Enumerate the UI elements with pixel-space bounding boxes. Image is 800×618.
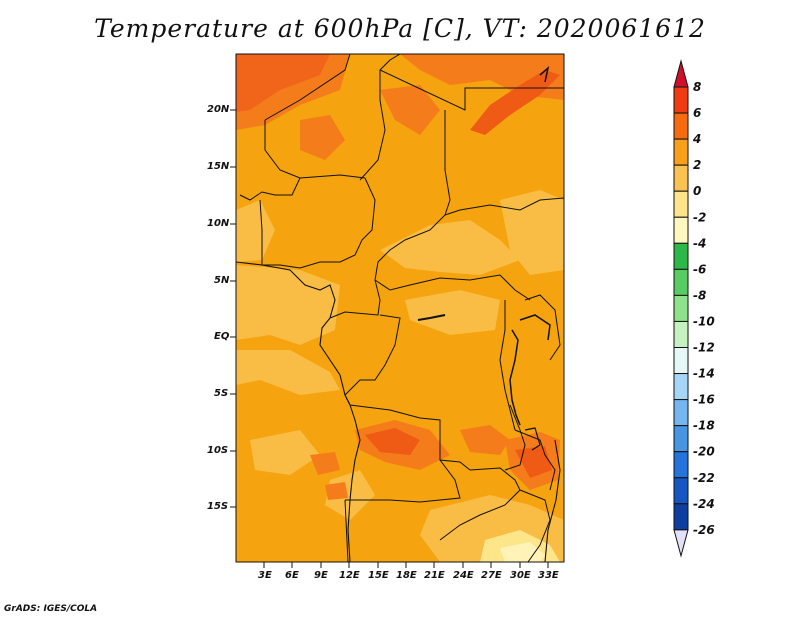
colorbar-swatch <box>673 477 689 505</box>
temperature-field <box>236 54 564 562</box>
colorbar-label: 6 <box>693 106 701 120</box>
field-sw-light <box>250 430 320 475</box>
colorbar-label: 4 <box>692 132 701 146</box>
colorbar-label: -16 <box>693 393 715 407</box>
lon-label: 30E <box>510 570 531 581</box>
colorbar-swatch <box>673 399 689 427</box>
field-gulf-light <box>236 265 340 345</box>
field-angola-hot <box>365 428 420 455</box>
colorbar-swatch <box>673 164 689 192</box>
lon-label: 27E <box>481 570 502 581</box>
lat-label: 5N <box>214 275 230 286</box>
field-zambia-warm <box>460 425 510 455</box>
field-ne-hot <box>470 70 560 135</box>
field-nw-hot <box>236 54 330 112</box>
colorbar-swatch <box>673 138 689 166</box>
colorbar-swatch <box>673 112 689 140</box>
field-north-patch-2 <box>300 115 345 160</box>
colorbar-label: -18 <box>693 419 715 433</box>
colorbar-label: -12 <box>693 341 715 355</box>
field-coast-light <box>236 350 340 395</box>
colorbar-label: 2 <box>693 158 701 172</box>
field-west-light <box>236 200 275 262</box>
colorbar-label: -6 <box>693 262 706 276</box>
lon-label: 15E <box>368 570 389 581</box>
colorbar-top-arrow <box>673 59 689 88</box>
colorbar-label: -20 <box>693 445 715 459</box>
colorbar-swatch <box>673 268 689 296</box>
field-central-light <box>380 220 520 275</box>
axis-ticks <box>230 109 549 568</box>
colorbar-label: -26 <box>693 523 715 537</box>
lat-label: 20N <box>207 104 230 115</box>
field-east-light <box>500 190 564 275</box>
lon-label: 9E <box>314 570 328 581</box>
lon-label: 24E <box>453 570 474 581</box>
lon-label: 18E <box>396 570 417 581</box>
colorbar-label: -22 <box>693 471 715 485</box>
lat-label: 15S <box>207 501 229 512</box>
colorbar-label: -4 <box>693 236 706 250</box>
lon-label: 12E <box>339 570 360 581</box>
colorbar-swatch <box>673 294 689 322</box>
colorbar-label: -10 <box>693 314 715 328</box>
colorbar-label: 0 <box>693 184 701 198</box>
colorbar-label: 8 <box>693 80 701 94</box>
colorbar-swatch <box>673 242 689 270</box>
colorbar-label: -24 <box>693 497 715 511</box>
colorbar-label: -8 <box>693 288 706 302</box>
colorbar-swatch <box>673 373 689 401</box>
colorbar-swatch <box>673 503 689 531</box>
lat-label: EQ <box>214 331 230 342</box>
lat-label: 10N <box>207 218 230 229</box>
colorbar-swatch <box>673 320 689 349</box>
colorbar-swatch <box>673 216 689 244</box>
lon-label: 33E <box>538 570 559 581</box>
lon-label: 3E <box>258 570 272 581</box>
field-basin-light <box>405 290 500 335</box>
colorbar-label: -2 <box>693 210 706 224</box>
colorbar-bottom-arrow <box>673 529 689 558</box>
lat-label: 10S <box>207 445 229 456</box>
map-title: Temperature at 600hPa [C], VT: 202006161… <box>94 14 706 43</box>
lat-label: 15N <box>207 161 230 172</box>
coastlines <box>236 65 561 562</box>
field-south-palest <box>500 542 545 562</box>
colorbar-swatch <box>673 86 689 114</box>
colorbar-swatch <box>673 190 689 218</box>
field-north-patch <box>380 85 440 135</box>
map-frame <box>235 53 565 563</box>
colorbar-swatch <box>673 451 689 479</box>
field-small-warm <box>310 452 340 475</box>
lon-label: 6E <box>285 570 299 581</box>
field-moz-hot <box>515 446 552 478</box>
country-borders <box>239 54 564 562</box>
field-small-warm-2 <box>325 482 348 500</box>
colorbar-swatch <box>673 347 689 375</box>
lat-label: 5S <box>214 388 229 399</box>
colorbar-label: -14 <box>693 367 715 381</box>
lon-label: 21E <box>424 570 445 581</box>
grads-credit: GrADS: IGES/COLA <box>4 604 98 614</box>
colorbar-swatch <box>673 425 689 453</box>
